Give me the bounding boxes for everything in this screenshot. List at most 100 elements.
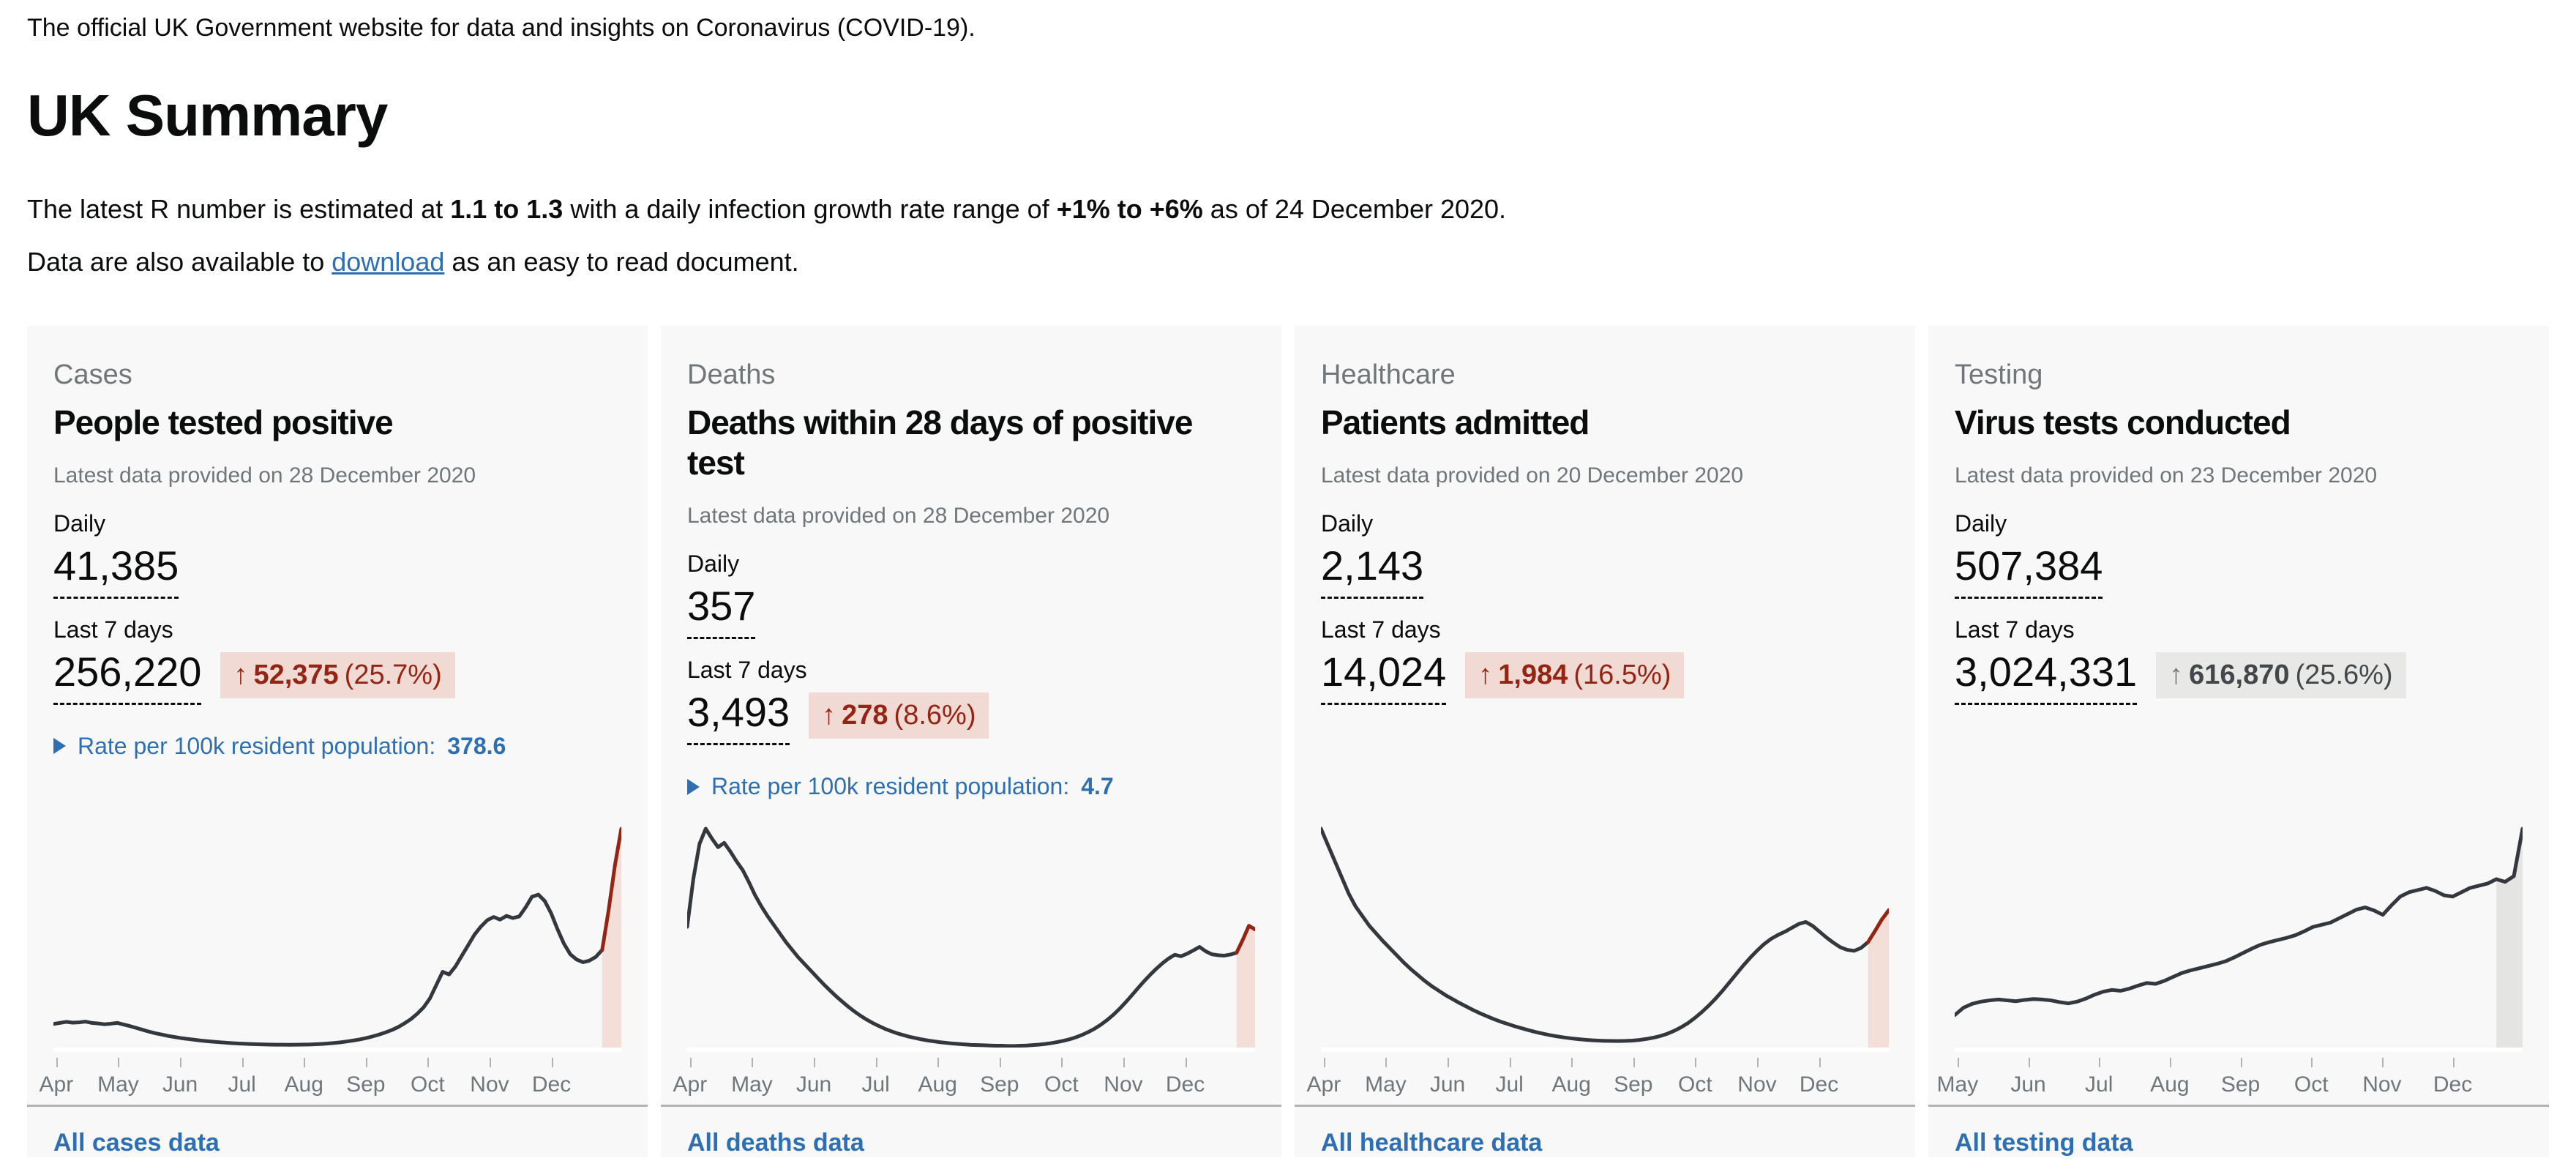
all-testing-data-link[interactable]: All testing data [1955,1129,2133,1157]
rate-label: Rate per 100k resident population: [711,773,1070,800]
month-tick-label: Nov [470,1072,509,1097]
month-tick-label: Jul [2085,1072,2113,1097]
month-tick-label: Apr [673,1072,708,1097]
card-body: Testing Virus tests conducted Latest dat… [1928,326,2549,723]
change-value: 616,870 [2189,660,2290,691]
daily-value: 2,143 [1321,544,1424,600]
card-caption: Latest data provided on 28 December 2020 [687,504,1110,529]
month-tick-label: Nov [1737,1072,1777,1097]
month-tick-label: Sep [2220,1072,2261,1097]
growth-rate-value: +1% to +6% [1056,193,1203,224]
axis-tick [118,1058,120,1068]
all-healthcare-data-link[interactable]: All healthcare data [1321,1129,1543,1157]
caret-right-icon [53,738,66,755]
summary-cards-row: Cases People tested positive Latest data… [27,326,2549,1158]
card-body: Cases People tested positive Latest data… [27,326,648,760]
change-percent: (8.6%) [894,700,976,731]
month-tick-label: Nov [1104,1072,1143,1097]
daily-label: Daily [687,550,740,578]
rate-per-100k-toggle[interactable]: Rate per 100k resident population: 378.6 [53,733,506,760]
all-deaths-data-link[interactable]: All deaths data [687,1129,864,1157]
page-title: UK Summary [27,82,388,148]
chart-baseline [687,1048,1255,1053]
month-tick-label: May [97,1072,139,1097]
axis-tick [2381,1058,2384,1068]
card-title: Virus tests conducted [1955,403,2291,442]
deaths-trend-sparkline: Apr May Jun Jul Aug Sep Oct Nov Dec [661,821,1281,1105]
daily-label: Daily [1955,510,2007,537]
card-footer: All testing data [1928,1105,2549,1157]
last7-row: 3,493 ↑ 278 (8.6%) [687,690,989,763]
axis-tick [2240,1058,2242,1068]
download-suffix: as an easy to read document. [444,247,799,277]
axis-tick [551,1058,553,1068]
download-link[interactable]: download [332,247,445,277]
all-cases-data-link[interactable]: All cases data [53,1129,220,1157]
month-tick-label: Aug [918,1072,957,1097]
card-category: Healthcare [1321,359,1456,391]
month-tick-label: Jun [162,1072,198,1097]
rate-per-100k-toggle[interactable]: Rate per 100k resident population: 4.7 [687,773,1114,800]
download-prefix: Data are also available to [27,247,332,277]
r-text-suffix: as of 24 December 2020. [1202,193,1507,224]
change-badge: ↑ 278 (8.6%) [809,693,989,739]
axis-tick [875,1058,877,1068]
last7-value: 3,024,331 [1955,650,2138,705]
axis-tick [242,1058,244,1068]
month-tick-label: Sep [346,1072,386,1097]
sparkline-svg [1955,826,2523,1053]
axis-tick [1571,1058,1573,1068]
month-tick-label: Dec [2433,1072,2473,1097]
axis-tick [365,1058,367,1068]
axis-tick [1448,1058,1450,1068]
axis-tick [1819,1058,1821,1068]
month-tick-label: Jul [1495,1072,1524,1097]
card-body: Deaths Deaths within 28 days of positive… [661,326,1281,800]
chart-axis-ticks [687,1058,1255,1069]
last7-label: Last 7 days [53,616,173,643]
month-tick-label: Aug [1551,1072,1591,1097]
axis-tick [1509,1058,1511,1068]
axis-tick [1633,1058,1635,1068]
card-title: People tested positive [53,403,394,442]
axis-tick [2169,1058,2171,1068]
month-tick-label: Jun [1429,1072,1466,1097]
change-badge: ↑ 52,375 (25.7%) [220,652,455,699]
r-number-value: 1.1 to 1.3 [450,193,564,224]
month-tick-label: May [731,1072,773,1097]
chart-axis-ticks [1955,1058,2523,1069]
month-tick-label: Oct [1044,1072,1079,1097]
sparkline-svg [687,826,1255,1053]
last7-label: Last 7 days [1321,616,1441,643]
month-tick-label: Oct [2294,1072,2329,1097]
month-tick-label: Dec [1799,1072,1839,1097]
axis-tick [752,1058,754,1068]
month-tick-label: Jul [861,1072,890,1097]
daily-value: 41,385 [53,544,179,600]
r-text-prefix: The latest R number is estimated at [27,193,451,224]
month-tick-label: Apr [1306,1072,1341,1097]
last7-label: Last 7 days [687,657,807,684]
change-value: 52,375 [253,660,339,691]
card-footer: All deaths data [661,1105,1281,1157]
chart-axis-ticks [53,1058,621,1069]
testing-trend-sparkline: May Jun Jul Aug Sep Oct Nov Dec [1928,821,2549,1105]
chart-month-labels: Apr May Jun Jul Aug Sep Oct Nov Dec [1307,1069,1889,1105]
axis-tick [1756,1058,1759,1068]
change-badge: ↑ 1,984 (16.5%) [1465,652,1685,699]
axis-tick [1323,1058,1325,1068]
card-caption: Latest data provided on 20 December 2020 [1321,463,1744,488]
rate-value: 378.6 [447,732,506,759]
change-percent: (16.5%) [1573,660,1671,691]
axis-tick [180,1058,182,1068]
axis-tick [1061,1058,1063,1068]
daily-label: Daily [53,510,106,537]
axis-tick [427,1058,430,1068]
chart-month-labels: Apr May Jun Jul Aug Sep Oct Nov Dec [673,1069,1255,1105]
last7-value: 256,220 [53,650,202,705]
chart-axis-ticks [1321,1058,1889,1069]
month-tick-label: May [1365,1072,1407,1097]
axis-tick [1185,1058,1187,1068]
card-footer: All healthcare data [1295,1105,1915,1157]
